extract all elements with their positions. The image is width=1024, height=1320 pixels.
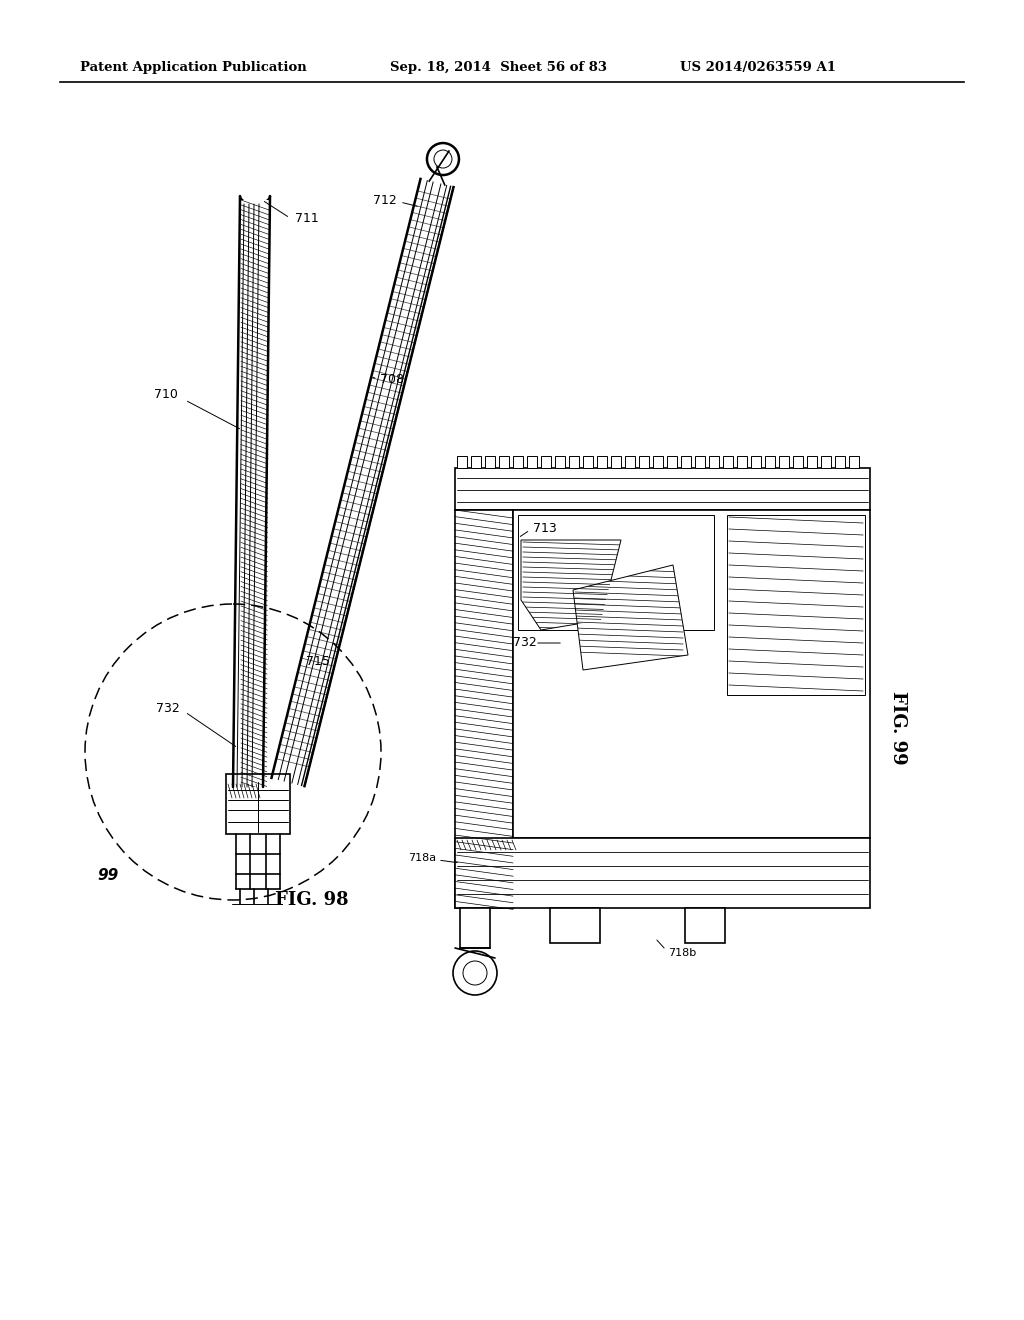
Bar [685,908,725,942]
Bar [727,515,865,696]
Bar [569,455,579,469]
Polygon shape [573,565,688,671]
Polygon shape [521,540,621,630]
Bar [779,455,790,469]
Bar [460,908,490,948]
Circle shape [453,950,497,995]
Text: 712: 712 [374,194,397,206]
Text: 710: 710 [155,388,178,401]
Bar [625,455,635,469]
Bar [653,455,663,469]
Text: 713: 713 [534,521,557,535]
Text: 99: 99 [97,867,119,883]
Bar [499,455,509,469]
Bar [835,455,845,469]
Bar [518,515,715,630]
Bar [709,455,719,469]
Bar [555,455,565,469]
Text: FIG. 98: FIG. 98 [275,891,349,909]
Bar [527,455,537,469]
Polygon shape [521,540,621,630]
Bar [611,455,621,469]
Bar [681,455,691,469]
Text: Patent Application Publication: Patent Application Publication [80,62,307,74]
Bar [226,774,290,834]
Bar [455,510,513,908]
Text: FIG. 99: FIG. 99 [889,692,907,764]
Bar [793,455,803,469]
Bar [513,455,523,469]
Text: 708: 708 [380,372,403,385]
Bar [765,455,775,469]
Polygon shape [233,201,269,787]
Bar [849,455,859,469]
Text: 732: 732 [513,636,537,649]
Bar [727,515,865,696]
Bar [751,455,761,469]
Bar [583,455,593,469]
Text: 732: 732 [157,701,180,714]
Text: Sep. 18, 2014  Sheet 56 of 83: Sep. 18, 2014 Sheet 56 of 83 [390,62,607,74]
Bar [485,455,495,469]
Bar [639,455,649,469]
Text: 711: 711 [295,211,318,224]
Bar [737,455,746,469]
Bar [807,455,817,469]
Bar [541,455,551,469]
Bar [471,455,481,469]
Text: 718a: 718a [408,853,436,863]
Bar [513,510,870,838]
Bar [821,455,831,469]
Polygon shape [573,565,688,671]
Polygon shape [233,201,269,787]
Bar [723,455,733,469]
Text: 715: 715 [305,655,330,668]
Bar [455,469,870,510]
Bar [667,455,677,469]
Bar [457,455,467,469]
Bar [695,455,705,469]
Bar [455,838,870,908]
Bar [550,908,600,942]
Text: US 2014/0263559 A1: US 2014/0263559 A1 [680,62,836,74]
Text: 718b: 718b [668,948,696,958]
Bar [597,455,607,469]
Bar [455,510,513,908]
